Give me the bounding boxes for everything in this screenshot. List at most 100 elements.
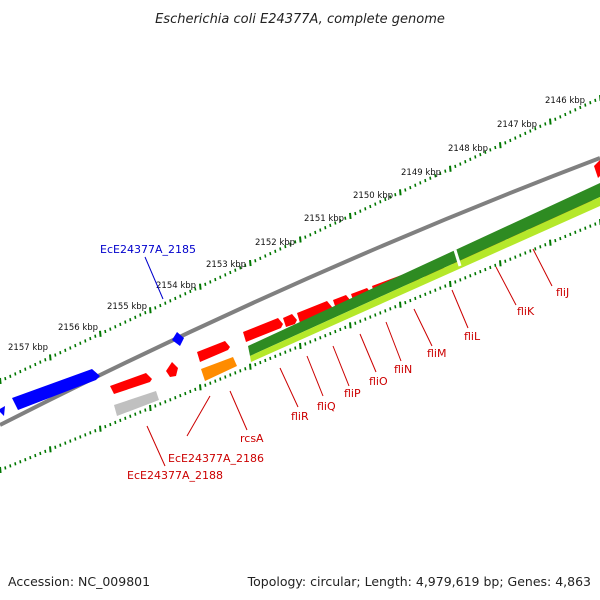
ruler-minor-tick [404, 300, 407, 305]
ruler-minor-tick [479, 269, 482, 274]
ruler-minor-tick [44, 449, 47, 454]
ruler-minor-tick [89, 431, 92, 435]
ruler-kbp-label: 2156 kbp [58, 323, 98, 333]
ruler-minor-tick [319, 336, 322, 340]
ruler-minor-tick [214, 379, 217, 383]
ruler-major-tick [199, 384, 202, 391]
gene-label[interactable]: fliO [369, 375, 388, 388]
ruler-minor-tick [569, 232, 572, 237]
ruler-minor-tick [434, 174, 437, 178]
ruler-minor-tick [534, 127, 537, 131]
ruler-minor-tick [224, 375, 227, 379]
ruler-minor-tick [204, 383, 207, 387]
ruler-minor-tick [19, 460, 22, 464]
ruler-minor-tick [354, 321, 357, 325]
ruler-minor-tick [164, 301, 167, 305]
ruler-minor-tick [69, 346, 72, 350]
ruler-minor-tick [159, 402, 162, 406]
ruler-minor-tick [534, 247, 537, 251]
gene-label[interactable]: fliR [291, 410, 309, 423]
ruler-minor-tick [559, 115, 562, 119]
ruler-minor-tick [474, 155, 477, 159]
ruler-minor-tick [234, 371, 237, 375]
ruler-minor-tick [259, 360, 262, 365]
ruler-minor-tick [354, 211, 357, 216]
ruler-minor-tick [454, 280, 457, 284]
ruler-minor-tick [109, 422, 112, 427]
band-gray [114, 391, 159, 416]
ruler-minor-tick [574, 108, 577, 112]
gene-arrow-rcsA[interactable] [197, 341, 230, 362]
gene-arrow-fliQ[interactable] [283, 314, 297, 327]
ruler-minor-tick [559, 236, 562, 241]
ruler-minor-tick [74, 343, 77, 348]
ruler-minor-tick [114, 420, 117, 425]
ruler-minor-tick [424, 178, 427, 183]
ruler-minor-tick [4, 466, 7, 470]
gene-arrow-small[interactable] [166, 362, 178, 377]
ruler-minor-tick [339, 218, 342, 223]
gene-label[interactable]: fliJ [556, 286, 569, 299]
ruler-minor-tick [274, 354, 277, 358]
gene-label[interactable]: fliQ [317, 400, 336, 413]
ruler-minor-tick [39, 360, 42, 364]
ruler-minor-tick [514, 255, 517, 259]
ruler-major-tick [399, 189, 402, 196]
gene-arrow-fliP[interactable] [297, 301, 332, 323]
ruler-kbp-label: 2152 kbp [255, 238, 295, 248]
gene-label[interactable]: fliK [517, 305, 535, 318]
ruler-minor-tick [34, 362, 37, 367]
ruler-minor-tick [229, 270, 232, 275]
gene-arrow-ec2186[interactable] [110, 373, 152, 394]
ruler-minor-tick [264, 358, 267, 363]
ruler-minor-tick [64, 348, 67, 352]
ruler-minor-tick [309, 233, 312, 237]
ruler-minor-tick [519, 253, 522, 257]
ruler-minor-tick [64, 441, 67, 445]
ruler-major-tick [549, 118, 552, 125]
ruler-minor-tick [414, 183, 417, 187]
gene-label[interactable]: fliL [464, 330, 481, 343]
ruler-minor-tick [214, 277, 217, 282]
ruler-minor-tick [234, 268, 237, 272]
ruler-minor-tick [164, 400, 167, 404]
ruler-minor-tick [439, 171, 442, 176]
gene-arrow-fliR[interactable] [243, 318, 283, 342]
ruler-kbp-label: 2149 kbp [401, 168, 441, 178]
ruler-minor-tick [29, 455, 32, 460]
ruler-minor-tick [539, 124, 542, 128]
gene-arrow-reverse[interactable] [0, 406, 5, 416]
ruler-minor-tick [454, 164, 457, 169]
gene-arrow-reverse[interactable] [12, 369, 100, 410]
ruler-minor-tick [289, 242, 292, 246]
gene-arrow-ec2185[interactable] [172, 332, 184, 346]
ruler-minor-tick [504, 259, 507, 263]
ruler-minor-tick [219, 377, 222, 381]
ruler-kbp-label: 2146 kbp [545, 96, 585, 106]
ruler-major-tick [0, 377, 2, 385]
gene-label[interactable]: EcE24377A_2185 [100, 243, 196, 256]
gene-label[interactable]: fliM [427, 347, 446, 360]
gene-label[interactable]: EcE24377A_2186 [168, 452, 264, 465]
gene-arrow-next[interactable] [594, 160, 600, 178]
gene-label[interactable]: rcsA [240, 432, 264, 445]
gene-label[interactable]: EcE24377A_2188 [127, 469, 223, 482]
ruler-minor-tick [219, 275, 222, 279]
ruler-minor-tick [244, 263, 247, 268]
ruler-minor-tick [284, 350, 287, 354]
gene-label[interactable]: fliN [394, 363, 412, 376]
ruler-minor-tick [334, 221, 337, 225]
ruler-minor-tick [24, 367, 27, 371]
feature-bands [114, 183, 600, 416]
gene-label[interactable]: fliP [344, 387, 361, 400]
ruler-minor-tick [379, 311, 382, 315]
band-orange [201, 357, 237, 381]
ruler-minor-tick [109, 327, 112, 331]
ruler-kbp-label: 2150 kbp [353, 191, 393, 201]
ruler-minor-tick [459, 278, 462, 282]
ruler-minor-tick [134, 412, 137, 416]
ruler-minor-tick [254, 259, 257, 263]
ruler-major-tick [149, 404, 152, 412]
ruler-minor-tick [59, 443, 62, 447]
ruler-minor-tick [204, 282, 207, 286]
